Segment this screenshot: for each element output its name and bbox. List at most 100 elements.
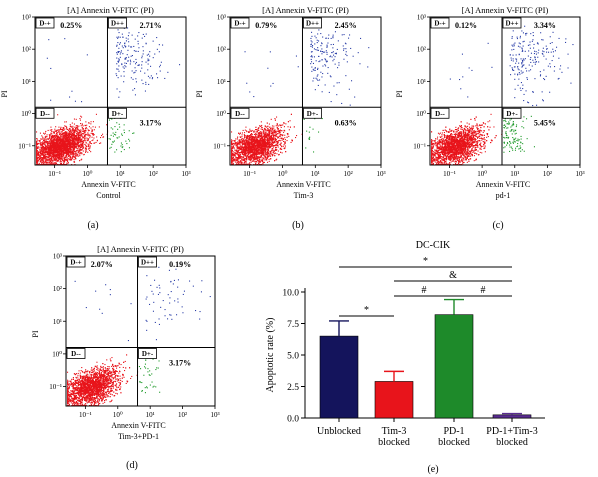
significance-mark: #	[481, 285, 486, 296]
bar	[492, 414, 532, 419]
x-tick-label: 10³	[575, 170, 584, 178]
plot-frame	[34, 16, 187, 166]
percent-lower-right: 5.45%	[534, 118, 556, 127]
quadrant-label-ul: D-+	[39, 20, 50, 28]
scatter-points	[231, 29, 370, 166]
panel-letter: (b)	[292, 220, 304, 231]
y-axis-label: PI	[395, 90, 404, 97]
y-tick-label: 10¹	[53, 318, 62, 326]
quadrant-box-ul	[430, 17, 450, 29]
flow-plot-c: [A] Annexin V-FITC (PI) D-+ D++ D-- D+- 0.12%…	[395, 5, 585, 231]
y-tick-label: 5.0	[287, 352, 299, 362]
percent-upper-left: 0.25%	[60, 21, 82, 30]
condition-label: pd-1	[496, 191, 511, 200]
y-tick-label: 10⁰	[216, 110, 226, 118]
plot-title: [A] Annexin V-FITC (PI)	[97, 244, 184, 254]
y-tick-label: 10⁻¹	[413, 142, 426, 150]
y-tick-label: 2.5	[287, 383, 299, 393]
y-tick-label: 10.0	[282, 289, 299, 299]
quadrant-label-ul: D-+	[234, 20, 245, 28]
quadrant-label-lr: D+-	[112, 110, 124, 118]
flow-plot-b: [A] Annexin V-FITC (PI) D-+ D++ D-- D+- 0.79%…	[195, 5, 386, 231]
percent-upper-left: 2.07%	[91, 260, 113, 269]
x-tick-label: 10³	[376, 170, 385, 178]
category-label-line: PD-1	[443, 426, 464, 437]
x-tick-label: 10²	[149, 170, 158, 178]
quadrant-box-ll	[35, 107, 55, 119]
quadrant-box-ll	[66, 348, 86, 359]
plot-frame	[229, 16, 382, 166]
quadrant-box-ur	[303, 17, 322, 29]
y-tick-label: 10³	[22, 14, 31, 22]
condition-label: Tim-3+PD-1	[118, 432, 159, 441]
flow-plot-d: [A] Annexin V-FITC (PI) D-+ D++ D-- D+- 2.07%…	[31, 244, 220, 471]
quadrant-label-ul: D-+	[70, 259, 81, 267]
x-tick-label: 10¹	[311, 170, 320, 178]
condition-label: Tim-3	[294, 191, 314, 200]
flow-plot-a: [A] Annexin V-FITC (PI) D-+ D++ D-- D+- 0.25%…	[0, 5, 191, 231]
x-tick-label: 10⁰	[278, 170, 288, 178]
category-label-line: Tim-3	[382, 426, 407, 437]
quadrant-box-ur	[108, 17, 127, 29]
quadrant-label-ur: D++	[306, 20, 319, 28]
y-axis-label: PI	[195, 90, 204, 97]
x-tick-label: 10⁻¹	[443, 170, 456, 178]
panel-letter: (c)	[492, 220, 503, 231]
y-tick-label: 10²	[417, 46, 426, 54]
quadrant-box-lr	[502, 107, 522, 119]
percent-upper-right: 2.71%	[140, 21, 162, 30]
x-tick-label: 10⁻¹	[243, 170, 256, 178]
quadrant-box-lr	[303, 107, 322, 119]
chart-title: DC-CIK	[416, 240, 451, 251]
y-tick-label: 10¹	[217, 78, 226, 86]
quadrant-label-ll: D--	[235, 110, 245, 118]
category-label: PD-1+Tim-3 blocked	[486, 426, 537, 448]
quadrant-box-ll	[230, 107, 250, 119]
x-tick-label: 10⁰	[83, 170, 93, 178]
plot-frame	[429, 16, 581, 166]
y-tick-label: 10⁻¹	[18, 142, 31, 150]
y-tick-label: 10⁻¹	[213, 142, 226, 150]
quadrant-label-ll: D--	[71, 350, 81, 358]
quadrant-label-ll: D--	[435, 110, 445, 118]
quadrant-label-ll: D--	[40, 110, 50, 118]
plot-title: [A] Annexin V-FITC (PI)	[462, 5, 549, 15]
x-tick-label: 10¹	[116, 170, 125, 178]
panel-letter: (e)	[427, 464, 438, 475]
y-tick-label: 10⁰	[52, 350, 62, 358]
y-tick-label: 7.5	[287, 320, 299, 330]
quadrant-box-lr	[108, 107, 127, 119]
y-axis-label: PI	[0, 90, 9, 97]
x-tick-label: 10²	[178, 411, 187, 419]
percent-lower-right: 3.17%	[140, 118, 162, 127]
y-tick-label: 10²	[53, 285, 62, 293]
percent-upper-right: 0.19%	[169, 260, 191, 269]
y-tick-label: 10¹	[417, 78, 426, 86]
x-tick-label: 10²	[344, 170, 353, 178]
quadrant-label-ur: D++	[505, 20, 518, 28]
x-axis-label: Annexin V-FITC	[276, 180, 330, 189]
percent-upper-right: 3.34%	[534, 21, 556, 30]
scatter-points	[431, 25, 574, 166]
y-tick-label: 10²	[217, 46, 226, 54]
x-tick-label: 10⁰	[477, 170, 487, 178]
y-tick-label: 10⁰	[416, 110, 426, 118]
quadrant-box-ul	[35, 17, 55, 29]
x-tick-label: 10⁻¹	[79, 411, 92, 419]
y-tick-label: 10³	[417, 14, 426, 22]
quadrant-label-lr: D+-	[307, 110, 319, 118]
x-axis-label: Annexin V-FITC	[476, 180, 530, 189]
x-axis-label: Annexin V-FITC	[81, 180, 135, 189]
x-tick-label: 10⁰	[113, 411, 123, 419]
y-tick-label: 0.0	[287, 415, 299, 425]
percent-upper-right: 2.45%	[335, 21, 357, 30]
significance-mark: *	[423, 256, 428, 267]
bar	[319, 335, 359, 419]
quadrant-label-lr: D+-	[142, 350, 154, 358]
x-tick-label: 10¹	[510, 170, 519, 178]
y-axis-label: Apoptotic rate (%)	[265, 318, 276, 393]
quadrant-label-ur: D++	[111, 20, 124, 28]
plot-frame	[65, 255, 216, 407]
y-tick-label: 10²	[22, 46, 31, 54]
